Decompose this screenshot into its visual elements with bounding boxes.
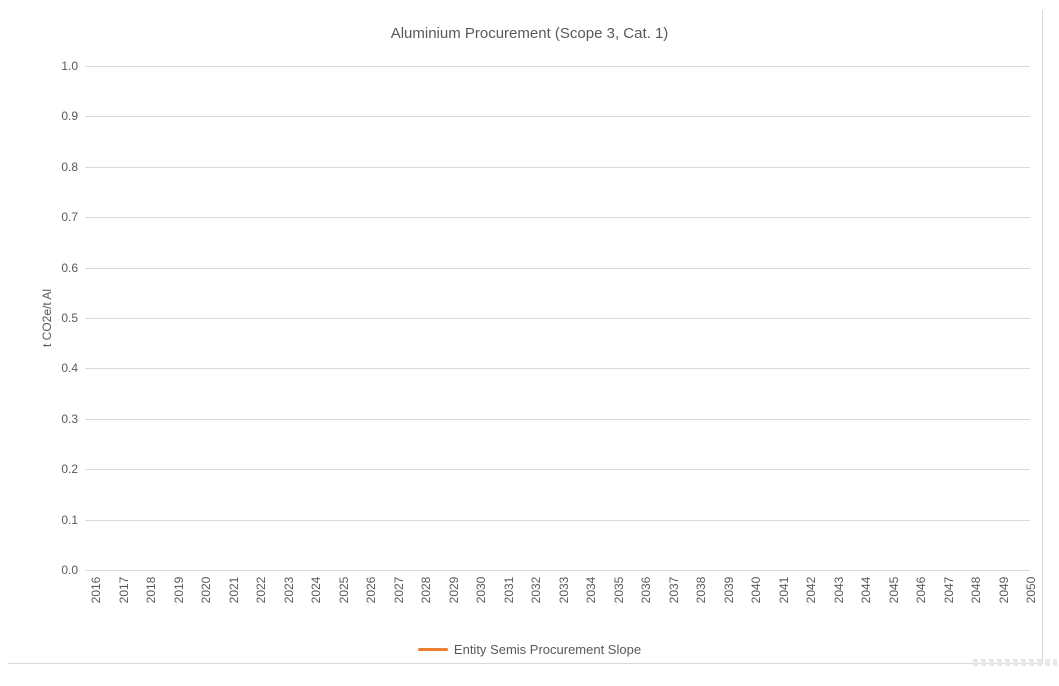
- legend-label: Entity Semis Procurement Slope: [453, 641, 642, 657]
- gridline-y-0.3: [85, 419, 1030, 420]
- x-tick-label-2047: 2047: [941, 576, 956, 604]
- x-tick-label-2029: 2029: [446, 576, 461, 604]
- x-tick-label-2042: 2042: [804, 576, 818, 604]
- x-tick-label-2040: 2040: [749, 576, 763, 604]
- gridline-y-0.9: [85, 116, 1030, 117]
- gridline-y-1.0: [85, 66, 1030, 67]
- x-tick-label-2022: 2022: [254, 576, 268, 604]
- x-tick-label-2046: 2046: [914, 576, 928, 604]
- y-tick-label-0.5: 0.5: [61, 311, 78, 325]
- y-tick-label-0.4: 0.4: [61, 361, 78, 375]
- x-tick-label-2038: 2038: [694, 576, 708, 604]
- gridline-y-0.7: [85, 217, 1030, 218]
- gridline-y-0.4: [85, 368, 1030, 369]
- x-tick-label-2045: 2045: [886, 576, 901, 604]
- x-tick-label-2027: 2027: [391, 576, 406, 604]
- x-tick-label-2020: 2020: [199, 576, 213, 604]
- chart-frame-border-bottom: [8, 663, 1042, 664]
- x-tick-label-2026: 2026: [364, 576, 378, 604]
- x-tick-label-2048: 2048: [969, 576, 983, 604]
- chart-title: Aluminium Procurement (Scope 3, Cat. 1): [390, 25, 669, 42]
- y-axis-tick-labels: 0.0 0.1 0.2 0.3 0.4 0.5 0.6 0.7 0.8 0.9 1.0: [0, 59, 78, 577]
- x-tick-label-2039: 2039: [721, 576, 736, 604]
- y-tick-label-0.9: 0.9: [61, 109, 78, 123]
- x-tick-label-2034: 2034: [584, 576, 598, 604]
- x-axis-tick-labels: 2016 2017 2018 2019 2020 2021 2022 2023 2024 2025…: [85, 573, 1038, 615]
- x-tick-label-2017: 2017: [116, 576, 131, 604]
- plot-area: [85, 66, 1030, 571]
- x-tick-label-2025: 2025: [336, 576, 351, 604]
- x-tick-label-2049: 2049: [996, 576, 1011, 604]
- gridline-y-0.0: [85, 570, 1030, 571]
- x-tick-label-2043: 2043: [831, 576, 846, 604]
- y-tick-label-1.0: 1.0: [61, 59, 78, 73]
- chart-frame-border-right: [1042, 10, 1043, 664]
- x-tick-label-2044: 2044: [859, 576, 873, 604]
- x-tick-label-2050: 2050: [1024, 576, 1038, 604]
- x-tick-label-2028: 2028: [419, 576, 433, 604]
- x-tick-label-2032: 2032: [529, 576, 543, 604]
- y-tick-label-0.6: 0.6: [61, 261, 78, 275]
- x-tick-label-2019: 2019: [171, 576, 186, 604]
- x-tick-label-2018: 2018: [144, 576, 158, 604]
- gridline-y-0.8: [85, 167, 1030, 168]
- x-tick-label-2016: 2016: [89, 576, 103, 604]
- y-tick-label-0.3: 0.3: [61, 412, 78, 426]
- x-tick-label-2031: 2031: [501, 576, 516, 604]
- legend-line-marker: [417, 647, 448, 651]
- gridline-y-0.6: [85, 268, 1030, 269]
- gridline-y-0.1: [85, 520, 1030, 521]
- y-tick-label-0.1: 0.1: [61, 513, 78, 527]
- x-tick-label-2035: 2035: [611, 576, 626, 604]
- y-tick-label-0.0: 0.0: [61, 563, 78, 577]
- x-tick-label-2036: 2036: [639, 576, 653, 604]
- legend: Entity Semis Procurement Slope: [0, 640, 1059, 658]
- x-tick-label-2023: 2023: [281, 576, 296, 604]
- gridline-y-0.5: [85, 318, 1030, 319]
- watermark-illegible: [973, 659, 1057, 666]
- x-tick-label-2030: 2030: [474, 576, 488, 604]
- gridline-y-0.2: [85, 469, 1030, 470]
- x-tick-label-2021: 2021: [226, 576, 241, 604]
- x-tick-label-2033: 2033: [556, 576, 571, 604]
- x-tick-label-2037: 2037: [666, 576, 681, 604]
- y-tick-label-0.8: 0.8: [61, 160, 78, 174]
- x-tick-label-2041: 2041: [776, 576, 791, 604]
- y-tick-label-0.2: 0.2: [61, 462, 78, 476]
- y-tick-label-0.7: 0.7: [61, 210, 78, 224]
- x-tick-label-2024: 2024: [309, 576, 323, 604]
